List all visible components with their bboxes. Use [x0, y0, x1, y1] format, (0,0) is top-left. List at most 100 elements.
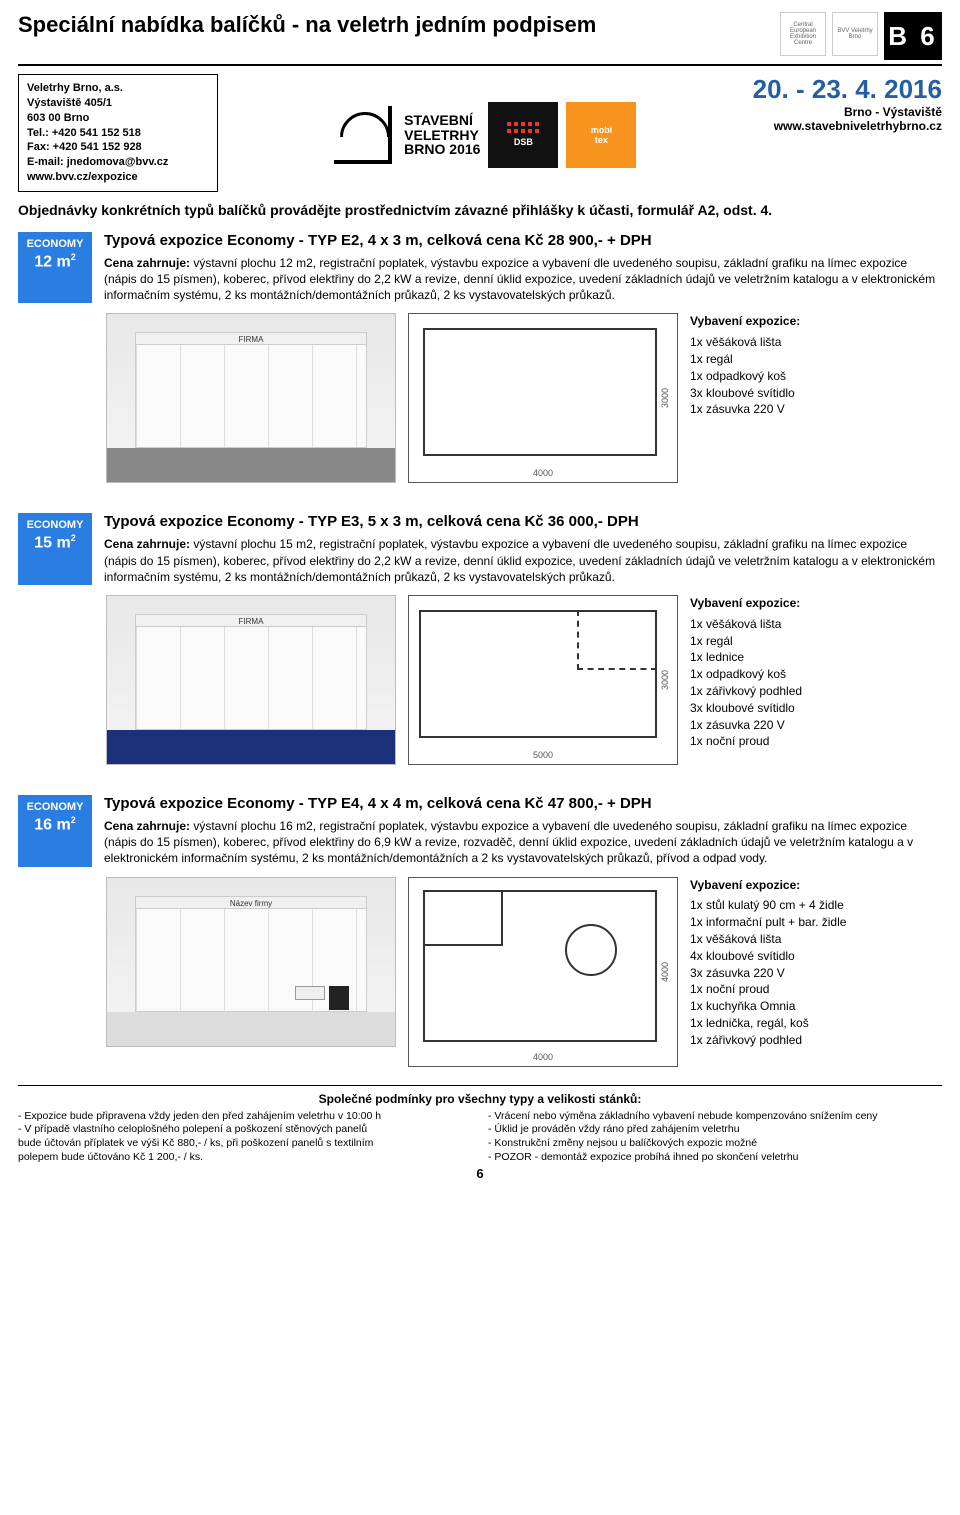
stavebni-logo-text: STAVEBNÍ VELETRHY BRNO 2016: [398, 113, 480, 157]
e2-desc: Cena zahrnuje: výstavní plochu 12 m2, re…: [104, 255, 942, 304]
tag-label: ECONOMY: [22, 801, 88, 813]
plan-width: 4000: [533, 1052, 553, 1062]
company-line: www.bvv.cz/expozice: [27, 170, 209, 185]
e3-title: Typová expozice Economy - TYP E3, 5 x 3 …: [104, 513, 942, 530]
tag-label: ECONOMY: [22, 238, 88, 250]
equip-item: 1x noční proud: [690, 981, 846, 998]
header-logos: Central European Exhibition Centre BVV V…: [780, 12, 942, 60]
common-conditions: - Expozice bude připravena vždy jeden de…: [18, 1110, 942, 1165]
plan-height: 3000: [660, 388, 670, 408]
equip-item: 3x zásuvka 220 V: [690, 965, 846, 982]
e4-images: Název firmy 4000 4000 Vybavení expozice:…: [106, 877, 942, 1067]
cond-line: - Úklid je prováděn vždy ráno před zaháj…: [488, 1123, 942, 1137]
equip-item: 1x zářivkový podhled: [690, 1032, 846, 1049]
e2-title: Typová expozice Economy - TYP E2, 4 x 3 …: [104, 232, 942, 249]
event-location: Brno - Výstaviště: [753, 105, 942, 119]
equip-item: 1x stůl kulatý 90 cm + 4 židle: [690, 897, 846, 914]
stand-chair-icon: [329, 986, 349, 1010]
cond-line: polepem bude účtováno Kč 1 200,- / ks.: [18, 1151, 472, 1165]
equip-title: Vybavení expozice:: [690, 313, 800, 330]
equip-item: 1x kuchyňka Omnia: [690, 998, 846, 1015]
common-title: Společné podmínky pro všechny typy a vel…: [18, 1092, 942, 1106]
equip-item: 1x zásuvka 220 V: [690, 401, 800, 418]
stand-floor-icon: [107, 448, 395, 482]
company-line: Výstaviště 405/1: [27, 96, 209, 111]
tag-size: 12 m2: [22, 252, 88, 271]
e3-equipment: Vybavení expozice: 1x věšáková lišta 1x …: [690, 595, 802, 750]
page-title: Speciální nabídka balíčků - na veletrh j…: [18, 12, 596, 38]
plan-width: 5000: [533, 750, 553, 760]
common-right: - Vrácení nebo výměna základního vybaven…: [488, 1110, 942, 1165]
e2-block: ECONOMY 12 m2 Typová expozice Economy - …: [18, 232, 942, 304]
cond-line: - Konstrukční změny nejsou u balíčkových…: [488, 1137, 942, 1151]
e3-render: FIRMA: [106, 595, 396, 765]
ceec-logo: Central European Exhibition Centre: [780, 12, 826, 56]
equip-item: 1x informační pult + bar. židle: [690, 914, 846, 931]
bvv-logo: BVV Veletrhy Brno: [832, 12, 878, 56]
e3-desc: Cena zahrnuje: výstavní plochu 15 m2, re…: [104, 536, 942, 585]
equip-item: 1x věšáková lišta: [690, 334, 800, 351]
stand-walls-icon: [135, 626, 367, 730]
company-line: Fax: +420 541 152 928: [27, 140, 209, 155]
tag-label: ECONOMY: [22, 519, 88, 531]
company-line: Veletrhy Brno, a.s.: [27, 81, 209, 96]
equip-item: 1x lednice: [690, 649, 802, 666]
company-line: Tel.: +420 541 152 518: [27, 126, 209, 141]
equip-item: 4x kloubové svítidlo: [690, 948, 846, 965]
equip-item: 3x kloubové svítidlo: [690, 700, 802, 717]
stand-table-icon: [295, 986, 325, 1000]
plan-height: 4000: [660, 962, 670, 982]
plan-kitchen-icon: [423, 890, 503, 946]
mobitex-logo: mobi tex: [566, 102, 636, 168]
date-block: 20. - 23. 4. 2016 Brno - Výstaviště www.…: [753, 74, 942, 192]
e3-block: ECONOMY 15 m2 Typová expozice Economy - …: [18, 513, 942, 585]
plan-height: 3000: [660, 670, 670, 690]
event-website: www.stavebniveletrhybrno.cz: [753, 119, 942, 133]
cond-line: - V případě vlastního celoplošného polep…: [18, 1123, 472, 1137]
equip-item: 1x odpadkový koš: [690, 666, 802, 683]
e3-content: Typová expozice Economy - TYP E3, 5 x 3 …: [104, 513, 942, 585]
cond-line: - Expozice bude připravena vždy jeden de…: [18, 1110, 472, 1124]
company-line: 603 00 Brno: [27, 111, 209, 126]
tag-size: 16 m2: [22, 815, 88, 834]
company-contact: Veletrhy Brno, a.s. Výstaviště 405/1 603…: [18, 74, 218, 192]
stand-walls-icon: [135, 344, 367, 448]
e4-equipment: Vybavení expozice: 1x stůl kulatý 90 cm …: [690, 877, 846, 1049]
cond-line: - POZOR - demontáž expozice probíhá ihne…: [488, 1151, 942, 1165]
tag-size: 15 m2: [22, 533, 88, 552]
cond-line: bude účtován příplatek ve výši Kč 880,- …: [18, 1137, 472, 1151]
cond-line: - Vrácení nebo výměna základního vybaven…: [488, 1110, 942, 1124]
e3-tag: ECONOMY 15 m2: [18, 513, 92, 585]
company-line: E-mail: jnedomova@bvv.cz: [27, 155, 209, 170]
e4-desc: Cena zahrnuje: výstavní plochu 16 m2, re…: [104, 818, 942, 867]
common-left: - Expozice bude připravena vždy jeden de…: [18, 1110, 472, 1165]
separator: [18, 1085, 942, 1086]
plan-outline-icon: [423, 328, 657, 456]
e4-floorplan: 4000 4000: [408, 877, 678, 1067]
e3-floorplan: 5000 3000: [408, 595, 678, 765]
e4-tag: ECONOMY 16 m2: [18, 795, 92, 867]
equip-item: 1x zásuvka 220 V: [690, 717, 802, 734]
plan-width: 4000: [533, 468, 553, 478]
form-code-badge: B 6: [884, 12, 942, 60]
header: Speciální nabídka balíčků - na veletrh j…: [18, 12, 942, 66]
equip-title: Vybavení expozice:: [690, 877, 846, 894]
equip-item: 1x lednička, regál, koš: [690, 1015, 846, 1032]
equip-item: 1x věšáková lišta: [690, 931, 846, 948]
stand-floor-icon: [107, 1012, 395, 1046]
instruction-line: Objednávky konkrétních typů balíčků prov…: [18, 202, 942, 218]
e4-content: Typová expozice Economy - TYP E4, 4 x 4 …: [104, 795, 942, 867]
e4-title: Typová expozice Economy - TYP E4, 4 x 4 …: [104, 795, 942, 812]
equip-title: Vybavení expozice:: [690, 595, 802, 612]
e2-render: FIRMA: [106, 313, 396, 483]
equip-item: 1x regál: [690, 633, 802, 650]
e2-images: FIRMA 4000 3000 Vybavení expozice: 1x vě…: [106, 313, 942, 483]
dsb-logo-text: DSB: [514, 137, 533, 147]
e4-block: ECONOMY 16 m2 Typová expozice Economy - …: [18, 795, 942, 867]
dsb-logo: DSB: [488, 102, 558, 168]
event-dates: 20. - 23. 4. 2016: [753, 74, 942, 105]
equip-item: 3x kloubové svítidlo: [690, 385, 800, 402]
e4-render: Název firmy: [106, 877, 396, 1047]
e2-floorplan: 4000 3000: [408, 313, 678, 483]
equip-item: 1x noční proud: [690, 733, 802, 750]
